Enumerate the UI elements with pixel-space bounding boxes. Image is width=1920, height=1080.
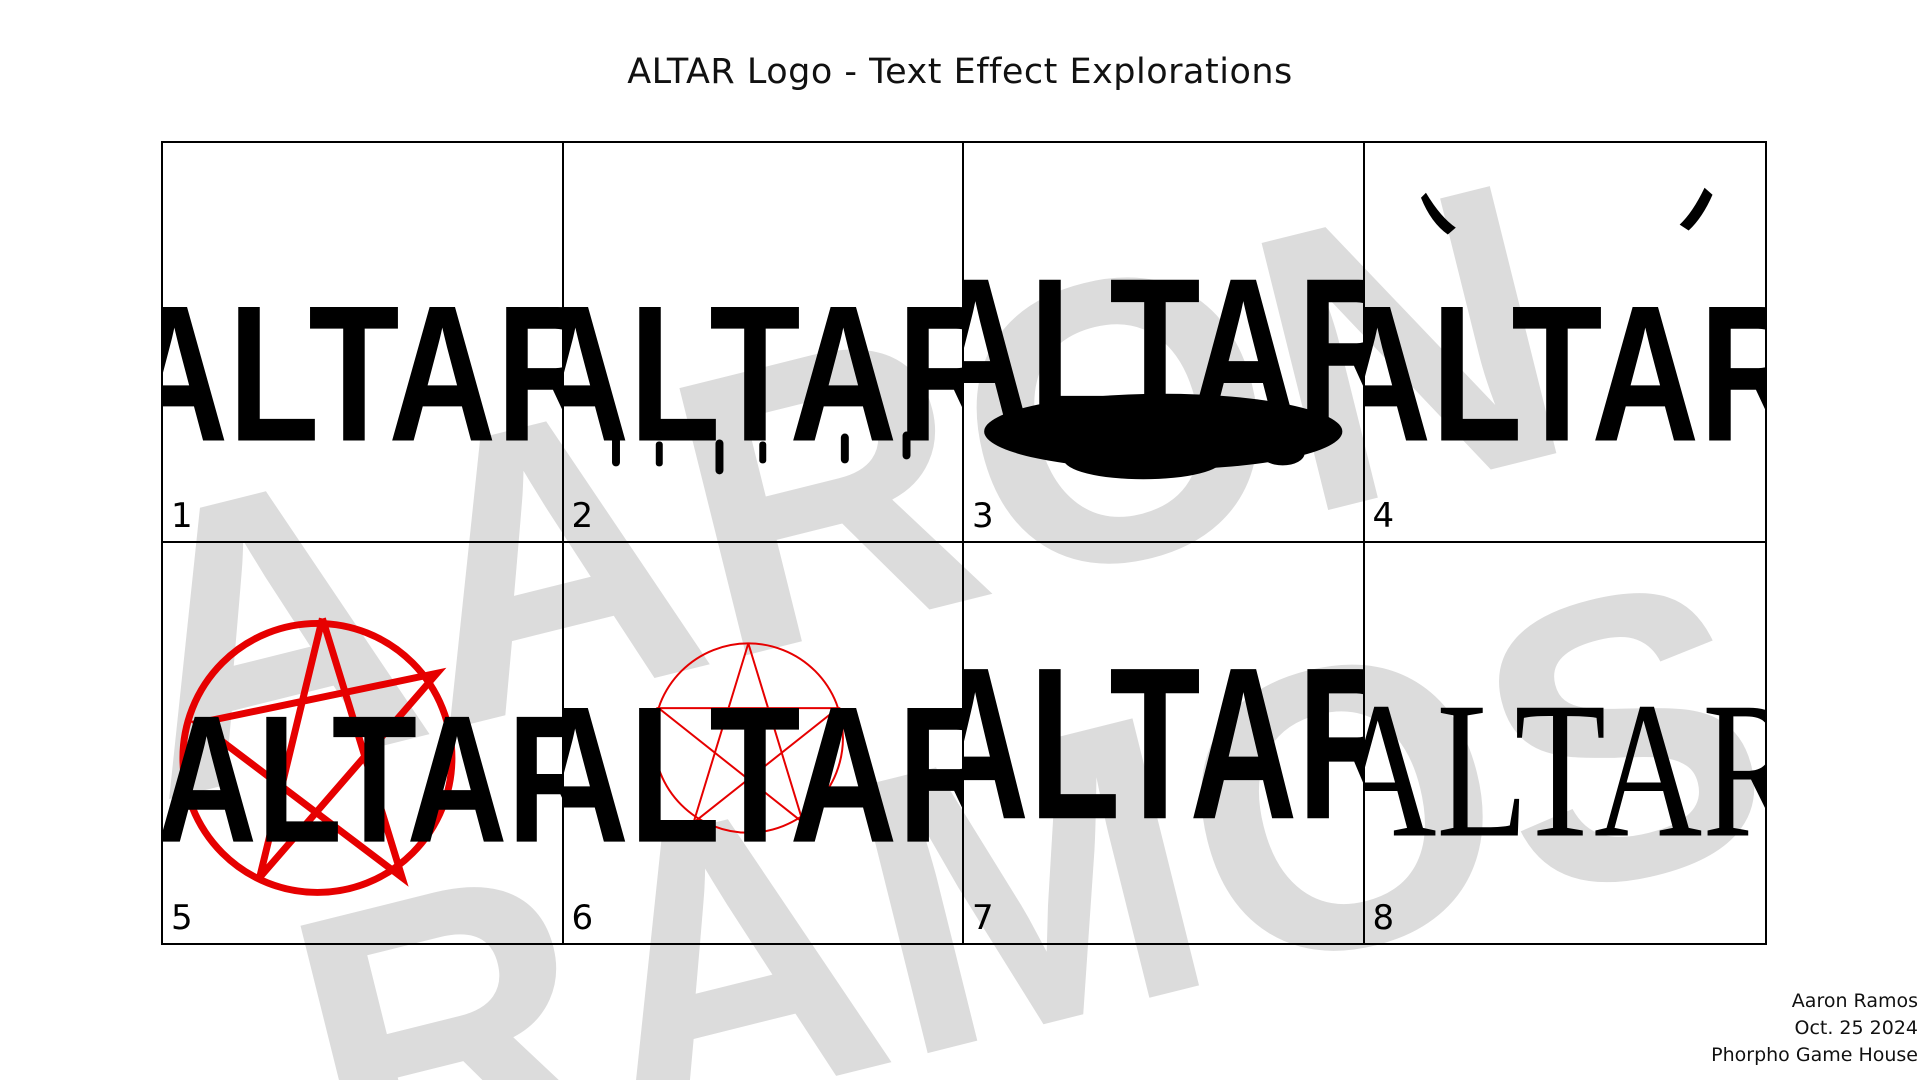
- altar-logo-puddle: ALTAR: [964, 235, 1363, 480]
- right-horn: [1679, 187, 1713, 231]
- panel-5: ALTAR 5: [163, 543, 564, 943]
- altar-logo-tall: ALTAR: [964, 624, 1363, 865]
- panel-6: ALTAR 6: [564, 543, 964, 943]
- logo-text: ALTAR: [163, 679, 562, 881]
- left-horn: [1420, 192, 1456, 235]
- credit-date: Oct. 25 2024: [1794, 1017, 1919, 1039]
- logo-exploration-grid: ALTAR 1 ALTAR 2 ALTAR 3: [161, 141, 1767, 945]
- panel-number: 4: [1372, 496, 1395, 536]
- panel-number: 1: [171, 496, 193, 536]
- panel-number: 8: [1372, 898, 1395, 938]
- panel-number: 6: [571, 898, 594, 938]
- panel-number: 7: [972, 898, 994, 938]
- altar-logo-thin-distorted: ALTAR: [1365, 662, 1766, 878]
- credit-author: Aaron Ramos: [1791, 990, 1918, 1012]
- panel-8: ALTAR 8: [1365, 543, 1766, 943]
- panel-4: ALTAR 4: [1364, 143, 1766, 543]
- logo-text: ALTAR: [163, 265, 562, 482]
- red-pentagram: [179, 617, 456, 896]
- panel-1: ALTAR 1: [163, 143, 564, 543]
- drip-marks: [611, 431, 911, 475]
- logo-text: ALTAR: [1365, 265, 1766, 482]
- credit-studio: Phorpho Game House: [1711, 1044, 1918, 1066]
- altar-logo-plain: ALTAR: [163, 265, 562, 482]
- panel-number: 5: [171, 898, 193, 938]
- panel-3: ALTAR 3: [964, 143, 1365, 543]
- logo-text: ALTAR: [564, 666, 963, 883]
- panel-number: 3: [972, 496, 994, 536]
- thin-red-pentagram: [652, 642, 844, 834]
- panel-7: ALTAR 7: [964, 543, 1365, 943]
- page-title: ALTAR Logo - Text Effect Explorations: [627, 52, 1293, 92]
- panel-number: 2: [571, 496, 594, 536]
- altar-logo-red-pentagram: ALTAR: [163, 617, 562, 896]
- logo-text: ALTAR: [964, 624, 1363, 865]
- altar-logo-dripping: ALTAR: [564, 265, 963, 482]
- altar-logo-thin-pentagram: ALTAR: [564, 642, 963, 883]
- credits-block: Aaron Ramos Oct. 25 2024 Phorpho Game Ho…: [1711, 988, 1918, 1069]
- altar-logo-horns: ALTAR: [1365, 187, 1766, 482]
- panel-2: ALTAR 2: [563, 143, 964, 543]
- logo-text: ALTAR: [1365, 662, 1766, 878]
